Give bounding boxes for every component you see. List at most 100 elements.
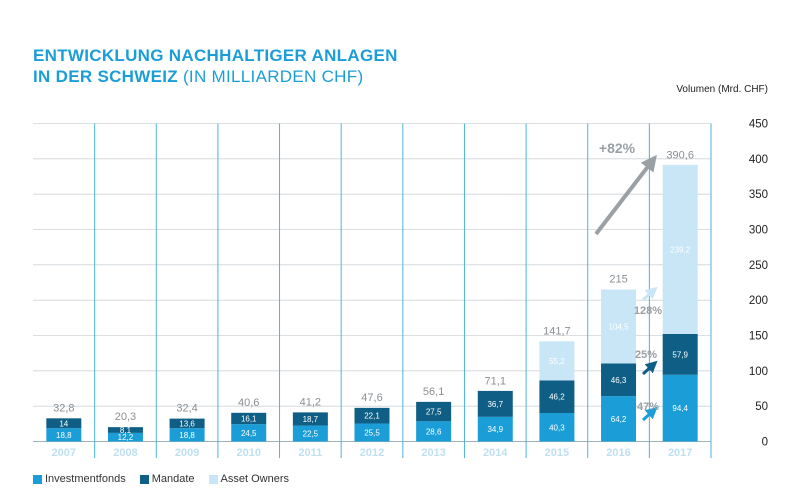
- x-tick-label: 2012: [360, 447, 384, 459]
- y-tick-label: 150: [749, 331, 768, 343]
- bar-investmentfonds: [231, 424, 267, 442]
- bar-asset-owners: [662, 164, 698, 334]
- bar-mandate: [539, 380, 575, 414]
- data-label-investmentfonds: 18,8: [179, 431, 195, 440]
- bar-mandate: [477, 390, 513, 417]
- y-tick-label: 250: [749, 260, 768, 272]
- bar-asset-owners: [601, 289, 637, 364]
- bar-investmentfonds: [416, 421, 452, 442]
- legend-label-mandate: Mandate: [151, 473, 195, 485]
- bar-mandate: [662, 333, 698, 375]
- total-label: 56,1: [423, 386, 444, 398]
- data-label-investmentfonds: 28,6: [426, 427, 442, 436]
- bar-mandate: [46, 418, 82, 429]
- asset-owners-growth-arrow: [641, 286, 658, 302]
- legend-label-investmentfonds: Investmentfonds: [45, 473, 126, 485]
- y-tick-label: 300: [749, 225, 768, 237]
- x-tick-label: 2009: [175, 447, 199, 459]
- total-label: 20,3: [115, 411, 136, 423]
- data-label-mandate: 46,2: [549, 393, 565, 402]
- legend: Investmentfonds Mandate Asset Owners: [33, 473, 289, 485]
- total-label: 32,8: [53, 402, 74, 414]
- chart-title: ENTWICKLUNG NACHHALTIGER ANLAGEN IN DER …: [33, 45, 398, 87]
- bar-mandate: [107, 427, 143, 433]
- bar-mandate: [601, 363, 637, 397]
- bar-investmentfonds: [46, 428, 82, 442]
- total-label: 390,6: [666, 149, 694, 161]
- total-label: 32,4: [176, 403, 197, 415]
- bar-mandate: [354, 407, 390, 424]
- total-label: 41,2: [300, 396, 321, 408]
- data-label-mandate: 8,1: [120, 426, 132, 435]
- asset-owners-growth-label: 128%: [634, 305, 662, 317]
- data-label-investmentfonds: 94,4: [672, 404, 688, 413]
- bar-investmentfonds: [662, 374, 698, 442]
- data-label-mandate: 57,9: [672, 350, 688, 359]
- data-label-investmentfonds: 64,2: [611, 415, 627, 424]
- bar-investmentfonds: [169, 428, 205, 442]
- bar-investmentfonds: [292, 425, 328, 442]
- bar-investmentfonds: [107, 432, 143, 442]
- data-label-mandate: 18,7: [303, 415, 319, 424]
- y-tick-label: 200: [749, 295, 768, 307]
- title-line-2-main: IN DER SCHWEIZ: [33, 67, 178, 86]
- data-label-investmentfonds: 34,9: [487, 425, 503, 434]
- data-label-mandate: 22,1: [364, 412, 380, 421]
- data-label-investmentfonds: 12,2: [118, 433, 134, 442]
- data-label-investmentfonds: 25,5: [364, 428, 380, 437]
- data-label-asset-owners: 104,5: [609, 322, 630, 331]
- bar-mandate: [292, 412, 328, 426]
- bar-investmentfonds: [354, 423, 390, 442]
- data-label-asset-owners: 239,2: [670, 245, 691, 254]
- data-label-mandate: 14: [59, 419, 68, 428]
- bar-mandate: [231, 412, 267, 425]
- data-label-asset-owners: 55,2: [549, 357, 565, 366]
- legend-item-mandate: Mandate: [139, 473, 195, 485]
- data-label-mandate: 46,3: [611, 376, 627, 385]
- legend-label-asset-owners: Asset Owners: [220, 473, 289, 485]
- y-tick-label: 100: [749, 366, 768, 378]
- y-tick-label: 450: [749, 119, 768, 131]
- data-label-investmentfonds: 40,3: [549, 423, 565, 432]
- mandate-growth-arrow: [641, 360, 658, 376]
- legend-item-investmentfonds: Investmentfonds: [33, 473, 126, 485]
- x-tick-label: 2011: [298, 447, 322, 459]
- title-unit: (IN MILLIARDEN CHF): [182, 67, 364, 86]
- legend-swatch-mandate: [139, 474, 149, 484]
- total-label: 215: [609, 274, 627, 286]
- data-label-investmentfonds: 18,8: [56, 431, 72, 440]
- total-growth-label: +82%: [599, 140, 636, 156]
- data-label-mandate: 13,6: [179, 419, 195, 428]
- total-label: 141,7: [543, 325, 571, 337]
- data-label-investmentfonds: 22,5: [303, 430, 319, 439]
- bar-investmentfonds: [601, 396, 637, 442]
- x-tick-label: 2015: [545, 447, 569, 459]
- total-growth-arrow: [594, 154, 657, 236]
- x-tick-label: 2008: [113, 447, 137, 459]
- bar-investmentfonds: [477, 416, 513, 442]
- total-label: 40,6: [238, 397, 259, 409]
- x-tick-label: 2013: [421, 447, 445, 459]
- data-label-investmentfonds: 24,5: [241, 429, 257, 438]
- mandate-growth-label: 25%: [635, 349, 657, 361]
- bar-investmentfonds: [539, 413, 575, 442]
- x-tick-label: 2016: [606, 447, 630, 459]
- bar-asset-owners: [539, 341, 575, 381]
- x-tick-label: 2017: [668, 447, 692, 459]
- data-label-mandate: 16,1: [241, 414, 257, 423]
- title-line-2: IN DER SCHWEIZ (IN MILLIARDEN CHF): [33, 66, 398, 87]
- legend-swatch-investmentfonds: [33, 474, 42, 484]
- total-label: 47,6: [361, 392, 382, 404]
- title-line-1: ENTWICKLUNG NACHHALTIGER ANLAGEN: [33, 46, 398, 65]
- y-tick-label: 0: [762, 437, 768, 449]
- y-tick-label: 350: [749, 189, 768, 201]
- data-label-mandate: 36,7: [487, 400, 503, 409]
- y-axis-label: Volumen (Mrd. CHF): [676, 84, 768, 95]
- legend-item-asset-owners: Asset Owners: [208, 473, 289, 485]
- investmentfonds-growth-label: 47%: [637, 401, 659, 413]
- y-tick-label: 400: [749, 154, 768, 166]
- x-tick-label: 2007: [52, 447, 76, 459]
- bar-mandate: [416, 401, 452, 422]
- bar-mandate: [169, 418, 205, 429]
